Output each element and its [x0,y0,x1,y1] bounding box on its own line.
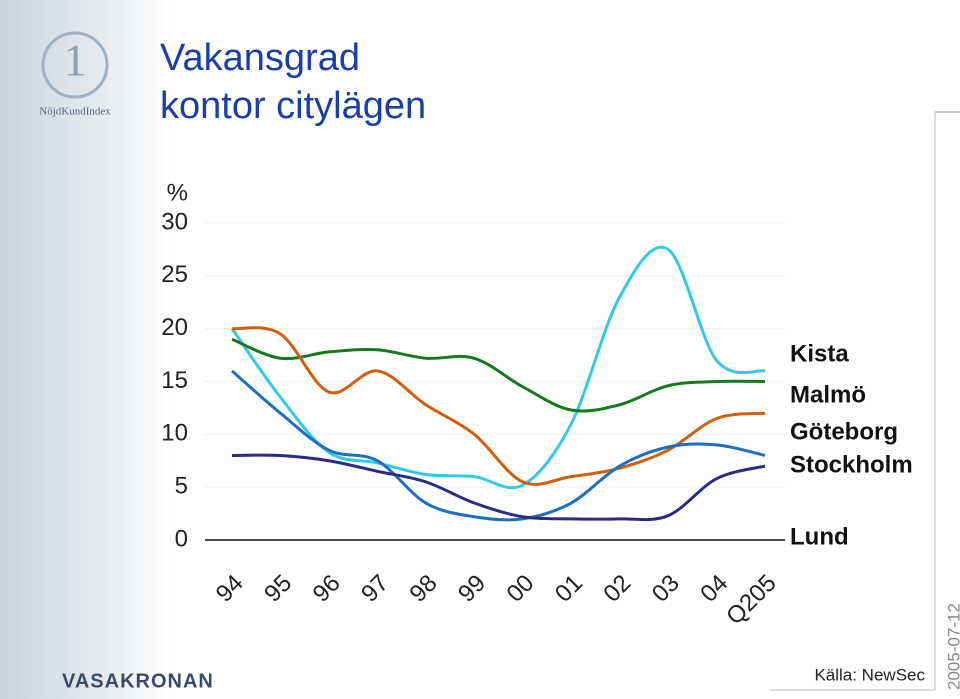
x-tick-label: 02 [598,570,636,608]
x-tick-label: 97 [356,570,394,608]
y-tick-label: 15 [161,367,188,394]
x-tick-label: 04 [695,570,733,608]
brand: VASAKRONAN [62,670,214,692]
x-tick-label: 03 [647,570,685,608]
chart-subtitle: kontor citylägen [160,85,426,127]
y-tick-label: 20 [161,314,188,341]
x-tick-label: 01 [550,570,588,608]
frame [770,112,936,691]
y-tick-label: 0 [175,525,188,552]
x-tick-label: Q205 [721,570,782,631]
series-line [230,245,766,490]
legend-label: Malmö [790,381,866,408]
logo-mark: 1 [64,35,87,86]
y-tick-label: 10 [161,420,188,447]
y-tick-label: 25 [161,261,188,288]
y-tick-label: 5 [175,473,188,500]
series-line [231,453,766,522]
x-tick-label: 95 [259,570,297,608]
legend-label: Kista [790,340,849,367]
y-tick-label: 30 [161,208,188,235]
x-tick-label: 00 [501,570,539,608]
x-tick-label: 98 [405,570,443,608]
legend-label: Lund [790,523,849,550]
logo-ring [41,31,109,99]
background-photo [0,0,170,699]
source: Källa: NewSec [814,665,925,684]
chart-title: Vakansgrad [160,37,360,79]
series-line [231,326,766,486]
date: 2005-07-12 [944,603,960,690]
y-unit: % [167,179,188,206]
x-tick-label: 99 [453,570,491,608]
series-line [231,337,766,413]
x-tick-label: 96 [308,570,346,608]
legend-label: Göteborg [790,418,898,445]
series-line [231,369,766,522]
legend-label: Stockholm [790,451,913,478]
x-tick-label: 94 [211,570,249,608]
logo-text: NöjdKundIndex [39,106,111,118]
